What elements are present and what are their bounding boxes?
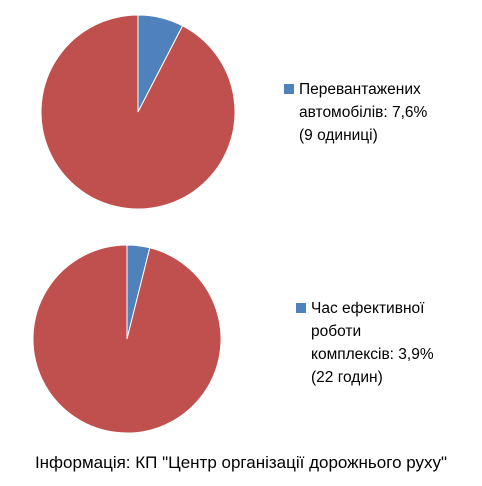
source-caption: Інформація: КП "Центр організації дорожн…: [34, 453, 448, 472]
pie-chart-overloaded-vehicles: [40, 14, 236, 210]
legend-swatch-blue: [284, 84, 294, 94]
legend-effective-operation-time: Час ефективної роботи комплексів: 3,9% (…: [296, 297, 466, 389]
legend-label: Перевантажених автомобілів: 7,6% (9 один…: [299, 81, 428, 144]
pie-slice-remainder: [40, 14, 236, 210]
pie-slice-remainder: [32, 244, 222, 434]
legend-overloaded-vehicles: Перевантажених автомобілів: 7,6% (9 один…: [284, 78, 464, 147]
pie-chart-effective-operation-time: [32, 244, 222, 434]
legend-label: Час ефективної роботи комплексів: 3,9% (…: [311, 300, 434, 386]
legend-swatch-blue: [296, 303, 306, 313]
